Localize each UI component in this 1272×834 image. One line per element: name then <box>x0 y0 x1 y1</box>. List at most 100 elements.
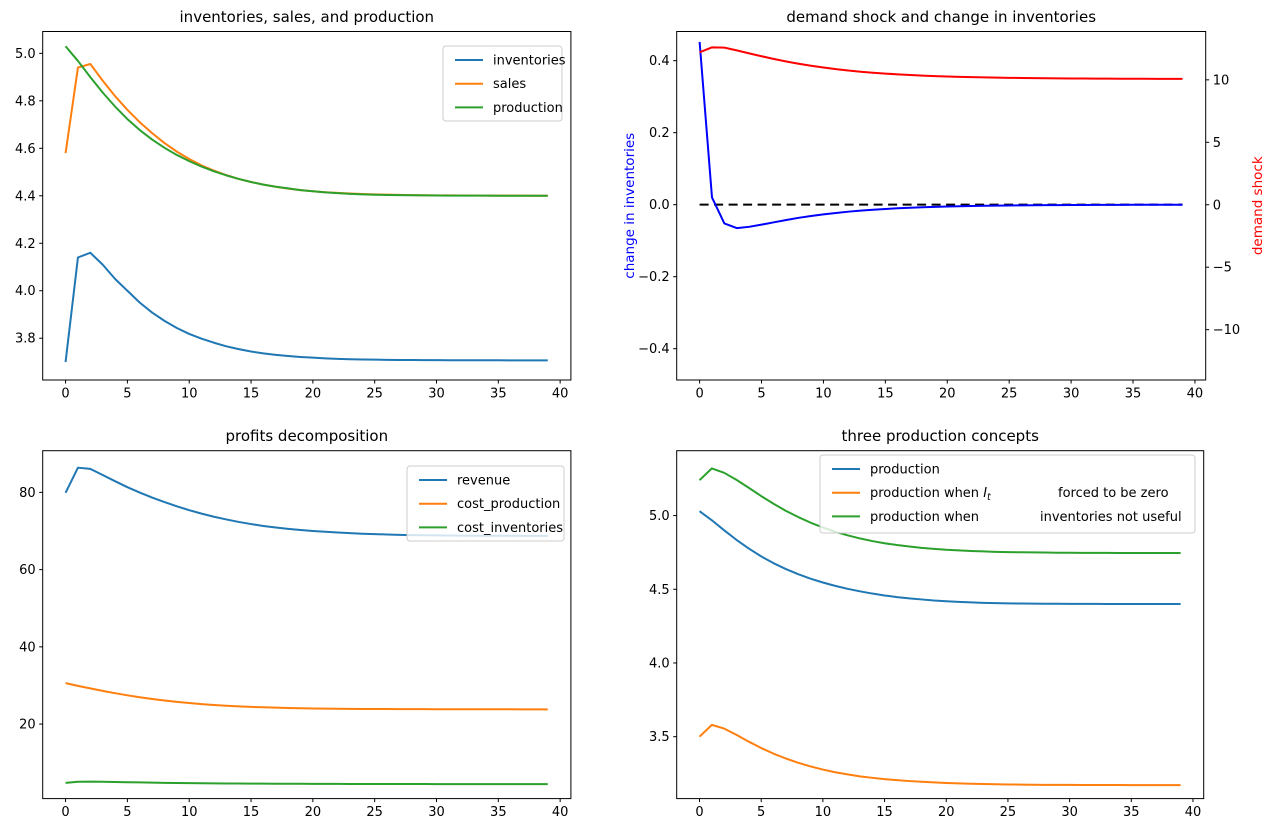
x-tick-label: 40 <box>552 805 569 820</box>
x-tick-label: 35 <box>490 387 507 402</box>
chart-demand-shock-change-in-inventories: demand shock and change in inventories 0 5… <box>622 8 1266 402</box>
y-axis-label-right: demand shock <box>1250 156 1266 255</box>
legend-box: inventories sales production <box>442 45 566 122</box>
plot-spines <box>676 31 1207 381</box>
legend-label: cost_production <box>457 497 560 512</box>
x-tick-label: 0 <box>695 805 703 820</box>
y-tick-label-right: 5 <box>1213 136 1221 151</box>
series-lines <box>698 467 1181 787</box>
series-line-inventories <box>64 251 548 363</box>
y-tick-label-left: 5.0 <box>15 47 36 62</box>
series-lines <box>698 41 1183 230</box>
legend-label: revenue <box>457 474 510 489</box>
x-tick-label: 40 <box>1185 805 1202 820</box>
chart-title: three production concepts <box>842 427 1040 445</box>
legend-frame <box>442 45 563 122</box>
x-tick-label: 10 <box>815 387 832 402</box>
y-tick-label-right: 0 <box>1213 198 1221 213</box>
chart-title: profits decomposition <box>225 427 388 445</box>
x-tick-label: 30 <box>1063 387 1080 402</box>
legend-label-right: inventories not useful <box>1040 510 1182 525</box>
x-tick-label: 15 <box>876 805 893 820</box>
chart-title: demand shock and change in inventories <box>786 8 1096 26</box>
series-line-production <box>698 510 1181 605</box>
y-tick-label-left: 3.5 <box>649 730 670 745</box>
x-tick-label: 5 <box>757 387 765 402</box>
x-tick-label: 0 <box>695 387 703 402</box>
x-tick-label: 20 <box>939 387 956 402</box>
x-tick-label: 15 <box>243 805 260 820</box>
y-tick-label-left: 3.8 <box>15 332 36 347</box>
x-tick-label: 5 <box>123 387 131 402</box>
y-tick-label-left: 40 <box>19 640 36 655</box>
series-lines <box>64 45 548 363</box>
series-line-production-when-inventories-not-useful <box>698 467 1181 555</box>
plot-spines <box>42 31 572 381</box>
legend-box: revenue cost_production cost_inventories <box>406 465 565 542</box>
x-tick-label: 20 <box>305 387 322 402</box>
series-line-change-in-inventories <box>698 41 1183 230</box>
y-tick-label-left: 0.2 <box>649 126 670 141</box>
x-tick-label: 25 <box>1001 387 1018 402</box>
legend-label: production <box>493 101 563 116</box>
x-tick-label: 15 <box>243 387 260 402</box>
y-tick-label-left: 4.0 <box>15 284 36 299</box>
series-line-production <box>64 45 548 197</box>
legend-label: production <box>870 463 940 478</box>
x-tick-label: 10 <box>181 387 198 402</box>
chart-inventories-sales-production: inventories, sales, and production 0 5 10 15… <box>15 8 572 402</box>
y-tick-label-left: 4.4 <box>15 189 36 204</box>
y-tick-label-left: 80 <box>19 486 36 501</box>
series-line-cost-production <box>65 682 548 711</box>
legend-label-right: forced to be zero <box>1058 486 1169 501</box>
chart-three-production-concepts: three production concepts 0 5 10 15 20 25 30 35 4… <box>649 427 1205 820</box>
x-tick-label: 30 <box>428 805 445 820</box>
y-tick-label-left: −0.4 <box>638 342 670 357</box>
y-axis-label-left: change in inventories <box>622 133 638 279</box>
plot-spines <box>42 450 572 800</box>
x-tick-label: 0 <box>61 387 69 402</box>
y-tick-label-left: −0.2 <box>638 270 670 285</box>
y-tick-label-right: −5 <box>1213 261 1232 276</box>
y-tick-label-left: 20 <box>19 718 36 733</box>
legend-label: cost_inventories <box>457 521 563 536</box>
y-tick-label-right: −10 <box>1213 323 1240 338</box>
x-tick-label: 5 <box>757 805 765 820</box>
y-tick-label-left: 5.0 <box>649 509 670 524</box>
y-tick-label-left: 4.6 <box>15 142 36 157</box>
y-tick-label-left: 0.0 <box>649 198 670 213</box>
y-tick-label-left: 4.5 <box>649 583 670 598</box>
plot-spines <box>676 450 1205 800</box>
y-tick-label-left: 60 <box>19 563 36 578</box>
x-tick-label: 0 <box>61 805 69 820</box>
legend-label: inventories <box>493 54 566 69</box>
y-tick-label-left: 4.0 <box>649 656 670 671</box>
series-line-cost-inventories <box>65 780 548 786</box>
legend-frame <box>819 454 1196 534</box>
legend-label: production when It <box>870 486 992 503</box>
x-tick-label: 35 <box>1123 805 1140 820</box>
legend-label: sales <box>493 77 526 92</box>
x-tick-label: 15 <box>877 387 894 402</box>
x-tick-label: 35 <box>1125 387 1142 402</box>
series-line-demand-shock <box>699 46 1183 80</box>
x-tick-label: 10 <box>181 805 198 820</box>
x-tick-label: 25 <box>1000 805 1017 820</box>
x-tick-label: 25 <box>366 805 383 820</box>
y-tick-label-right: 10 <box>1213 73 1230 88</box>
legend-label: production when <box>870 510 979 525</box>
y-tick-label-left: 4.2 <box>15 237 36 252</box>
chart-profits-decomposition: profits decomposition 0 5 10 15 20 25 30 35 40 20 4… <box>19 427 572 820</box>
x-tick-label: 20 <box>938 805 955 820</box>
chart-title: inventories, sales, and production <box>180 8 435 26</box>
x-tick-label: 40 <box>1187 387 1204 402</box>
y-tick-label-left: 4.8 <box>15 94 36 109</box>
x-tick-label: 10 <box>815 805 832 820</box>
x-tick-label: 40 <box>552 387 569 402</box>
y-tick-label-left: 0.4 <box>649 54 670 69</box>
x-tick-label: 30 <box>1061 805 1078 820</box>
x-tick-label: 20 <box>305 805 322 820</box>
series-line-production-when-i-t-forced-to-be-zero <box>698 723 1181 787</box>
